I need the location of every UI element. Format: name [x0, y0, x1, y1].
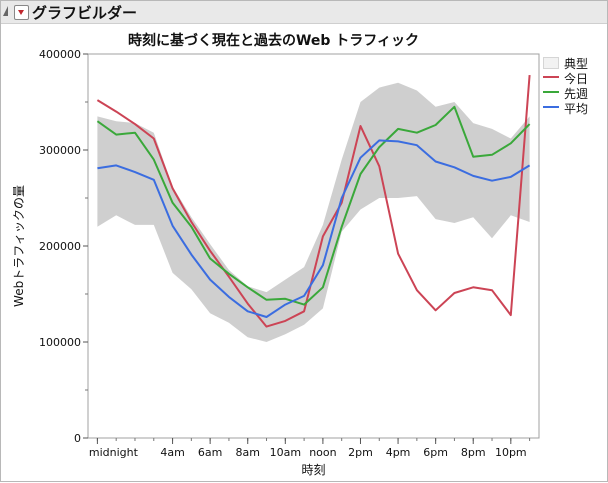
red-triangle-menu-icon[interactable] — [14, 5, 29, 20]
x-tick-label: 4am — [160, 446, 184, 459]
y-tick-label: 400000 — [39, 48, 81, 61]
legend-label: 典型 — [564, 57, 589, 71]
typical-range-band — [97, 82, 530, 343]
x-tick-label: 4pm — [386, 446, 411, 459]
legend-label: 今日 — [564, 72, 589, 86]
disclosure-triangle-icon[interactable] — [3, 6, 8, 16]
legend-label: 先週 — [564, 87, 589, 101]
y-tick-label: 0 — [74, 432, 81, 445]
x-tick-label: noon — [309, 446, 336, 459]
legend-line-swatch — [543, 76, 559, 78]
x-tick-label: 8am — [235, 446, 259, 459]
x-tick-label: 6pm — [423, 446, 448, 459]
x-tick-label: 10pm — [495, 446, 527, 459]
y-axis-title: Webトラフィックの量 — [12, 185, 26, 307]
series-line-2 — [97, 139, 531, 318]
chart-title: 時刻に基づく現在と過去のWeb トラフィック — [127, 33, 420, 49]
y-tick-label: 100000 — [39, 336, 81, 349]
y-tick-label: 300000 — [39, 144, 81, 157]
series-line-1 — [96, 105, 531, 306]
y-tick-label: 200000 — [39, 240, 81, 253]
legend-line-swatch — [543, 91, 559, 93]
x-tick-label: 2pm — [348, 446, 373, 459]
x-tick-label: 10am — [270, 446, 301, 459]
series-line-0 — [96, 75, 531, 328]
x-tick-label: 6am — [198, 446, 222, 459]
header-title: グラフビルダー — [32, 4, 138, 22]
x-axis-title: 時刻 — [301, 463, 325, 477]
legend-label: 平均 — [564, 102, 589, 116]
x-tick-label: 8pm — [461, 446, 486, 459]
x-tick-label: midnight — [89, 446, 139, 459]
legend-line-swatch — [543, 106, 559, 108]
outline-header: グラフビルダー — [1, 1, 607, 24]
legend-band-swatch — [543, 57, 559, 69]
